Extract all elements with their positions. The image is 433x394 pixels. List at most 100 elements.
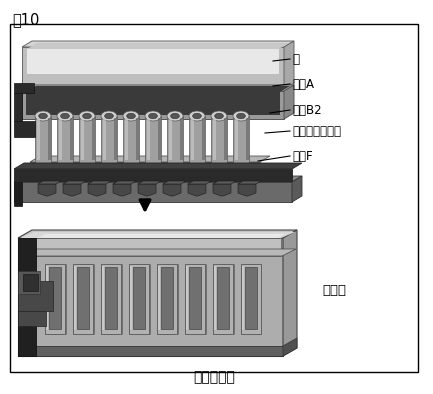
Polygon shape [147, 118, 150, 160]
Polygon shape [158, 118, 161, 160]
Polygon shape [145, 116, 161, 164]
Polygon shape [22, 85, 294, 91]
Polygon shape [114, 118, 117, 160]
Ellipse shape [149, 113, 158, 119]
Ellipse shape [126, 113, 136, 119]
Polygon shape [113, 181, 136, 184]
Ellipse shape [79, 111, 95, 121]
Ellipse shape [39, 113, 47, 119]
Polygon shape [14, 93, 22, 121]
Polygon shape [14, 169, 292, 181]
Polygon shape [133, 267, 145, 329]
Polygon shape [113, 184, 131, 196]
Polygon shape [49, 267, 61, 329]
Polygon shape [241, 264, 261, 334]
Polygon shape [213, 181, 236, 184]
Text: 蓋: 蓋 [292, 52, 299, 65]
Polygon shape [48, 118, 51, 160]
Polygon shape [14, 121, 35, 137]
Polygon shape [22, 91, 284, 119]
Polygon shape [189, 267, 201, 329]
Polygon shape [73, 264, 93, 334]
Polygon shape [211, 116, 227, 164]
Text: 断面構造図: 断面構造図 [193, 370, 235, 384]
Polygon shape [18, 271, 40, 294]
Polygon shape [246, 118, 249, 160]
Polygon shape [102, 266, 104, 330]
Ellipse shape [167, 111, 183, 121]
Polygon shape [158, 266, 160, 330]
Text: （シリコーン）: （シリコーン） [292, 125, 341, 138]
Polygon shape [169, 118, 172, 160]
Polygon shape [45, 264, 65, 334]
Text: 図10: 図10 [12, 12, 39, 27]
Polygon shape [180, 118, 183, 160]
Polygon shape [18, 238, 36, 356]
Polygon shape [103, 118, 106, 160]
Polygon shape [213, 184, 231, 196]
Ellipse shape [57, 111, 73, 121]
Polygon shape [163, 184, 181, 196]
Ellipse shape [145, 111, 161, 121]
Polygon shape [37, 118, 40, 160]
Polygon shape [242, 266, 244, 330]
Polygon shape [130, 266, 132, 330]
Ellipse shape [236, 113, 246, 119]
Polygon shape [105, 267, 117, 329]
Polygon shape [284, 41, 294, 89]
Polygon shape [238, 184, 256, 196]
Polygon shape [238, 181, 261, 184]
Polygon shape [283, 230, 297, 356]
Polygon shape [283, 338, 297, 356]
Polygon shape [202, 118, 205, 160]
Polygon shape [129, 264, 149, 334]
Polygon shape [20, 238, 281, 256]
Polygon shape [214, 266, 216, 330]
Polygon shape [19, 249, 296, 256]
Polygon shape [63, 181, 86, 184]
Polygon shape [35, 116, 51, 164]
FancyBboxPatch shape [10, 24, 418, 372]
Polygon shape [224, 118, 227, 160]
Ellipse shape [105, 113, 113, 119]
Polygon shape [284, 85, 294, 119]
Polygon shape [188, 184, 206, 196]
Polygon shape [79, 116, 95, 164]
Ellipse shape [123, 111, 139, 121]
Polygon shape [18, 296, 46, 326]
Polygon shape [233, 116, 249, 164]
Text: 部品A: 部品A [292, 78, 314, 91]
Polygon shape [213, 118, 216, 160]
Polygon shape [292, 176, 302, 202]
Polygon shape [46, 266, 48, 330]
Polygon shape [18, 238, 283, 356]
Ellipse shape [215, 113, 223, 119]
Ellipse shape [189, 111, 205, 121]
Polygon shape [186, 266, 188, 330]
Polygon shape [189, 116, 205, 164]
Polygon shape [38, 181, 61, 184]
Polygon shape [138, 184, 156, 196]
Polygon shape [20, 232, 295, 238]
Polygon shape [22, 41, 294, 47]
Polygon shape [191, 118, 194, 160]
Polygon shape [26, 92, 280, 115]
Polygon shape [27, 43, 289, 49]
Polygon shape [22, 47, 284, 89]
Polygon shape [138, 181, 161, 184]
Polygon shape [163, 181, 186, 184]
Polygon shape [30, 156, 270, 162]
Polygon shape [88, 181, 111, 184]
Polygon shape [217, 267, 229, 329]
Polygon shape [38, 234, 285, 238]
Polygon shape [136, 118, 139, 160]
Polygon shape [57, 116, 73, 164]
Polygon shape [161, 267, 173, 329]
Polygon shape [14, 176, 302, 182]
Polygon shape [14, 182, 22, 206]
Polygon shape [167, 116, 183, 164]
Polygon shape [14, 83, 34, 93]
Polygon shape [63, 184, 81, 196]
Polygon shape [92, 118, 95, 160]
Polygon shape [101, 116, 117, 164]
